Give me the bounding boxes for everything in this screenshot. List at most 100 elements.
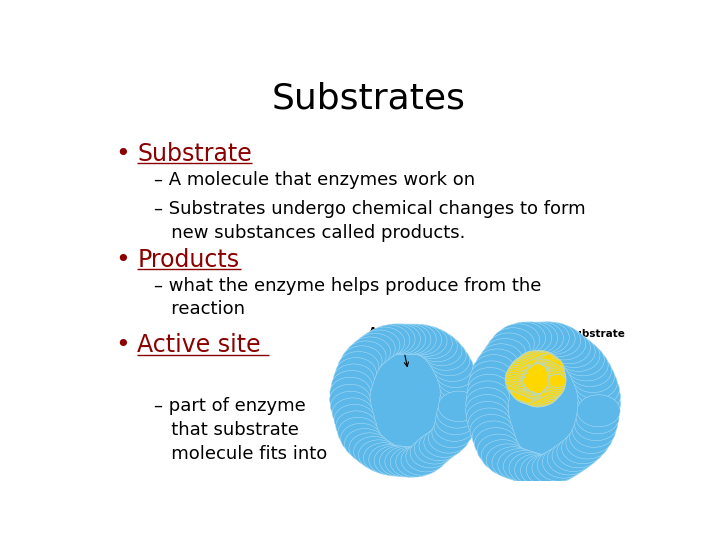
Circle shape	[469, 368, 511, 400]
Circle shape	[566, 427, 609, 459]
Circle shape	[467, 401, 509, 434]
Circle shape	[526, 454, 570, 486]
Circle shape	[544, 357, 562, 370]
Circle shape	[503, 322, 546, 354]
Circle shape	[508, 363, 526, 377]
Circle shape	[534, 351, 552, 364]
Circle shape	[523, 351, 541, 364]
Text: •: •	[115, 333, 130, 357]
Circle shape	[385, 324, 426, 354]
Circle shape	[548, 332, 590, 364]
Circle shape	[354, 333, 395, 364]
Circle shape	[359, 330, 400, 360]
Circle shape	[540, 354, 558, 368]
Circle shape	[510, 367, 526, 379]
Polygon shape	[350, 339, 461, 462]
Circle shape	[505, 370, 523, 383]
Circle shape	[543, 387, 561, 400]
Circle shape	[369, 444, 410, 475]
Polygon shape	[514, 357, 557, 401]
Circle shape	[346, 341, 386, 372]
Circle shape	[510, 367, 526, 379]
Circle shape	[438, 391, 479, 422]
Circle shape	[526, 351, 543, 364]
Circle shape	[438, 363, 478, 394]
Circle shape	[379, 324, 420, 354]
Circle shape	[549, 372, 566, 386]
Circle shape	[530, 350, 547, 364]
Circle shape	[509, 322, 552, 354]
Circle shape	[406, 326, 447, 356]
Circle shape	[369, 325, 410, 355]
Circle shape	[354, 436, 395, 467]
Polygon shape	[487, 338, 599, 470]
Circle shape	[510, 367, 526, 379]
Circle shape	[510, 367, 526, 379]
Circle shape	[572, 415, 616, 447]
Circle shape	[476, 349, 519, 381]
Circle shape	[544, 384, 562, 398]
Circle shape	[510, 367, 526, 379]
Circle shape	[492, 328, 534, 360]
Circle shape	[521, 455, 564, 487]
Circle shape	[401, 445, 442, 475]
Circle shape	[401, 325, 441, 355]
Circle shape	[510, 367, 526, 379]
Circle shape	[412, 328, 452, 359]
Circle shape	[506, 368, 524, 381]
Circle shape	[510, 367, 526, 379]
Circle shape	[515, 322, 558, 354]
Circle shape	[416, 332, 457, 362]
Circle shape	[548, 370, 566, 383]
Circle shape	[410, 437, 451, 468]
Circle shape	[532, 322, 575, 354]
Circle shape	[467, 374, 510, 406]
Circle shape	[374, 324, 415, 354]
Circle shape	[537, 449, 580, 481]
Circle shape	[511, 360, 528, 373]
Circle shape	[510, 367, 526, 379]
Circle shape	[510, 367, 526, 379]
Circle shape	[498, 449, 541, 481]
Circle shape	[374, 446, 415, 476]
Circle shape	[513, 358, 530, 372]
Text: Substrates: Substrates	[272, 82, 466, 116]
Circle shape	[510, 367, 526, 379]
Circle shape	[539, 353, 556, 366]
Circle shape	[510, 367, 526, 379]
Circle shape	[575, 409, 618, 441]
Circle shape	[486, 444, 529, 476]
Text: •: •	[115, 141, 130, 166]
Circle shape	[341, 346, 382, 376]
Circle shape	[534, 393, 552, 406]
Circle shape	[510, 367, 526, 379]
Circle shape	[432, 417, 472, 448]
Circle shape	[510, 367, 526, 379]
Circle shape	[359, 440, 400, 470]
Circle shape	[505, 375, 523, 388]
Circle shape	[434, 411, 475, 441]
Circle shape	[330, 384, 370, 415]
Circle shape	[510, 367, 526, 379]
Circle shape	[519, 353, 537, 366]
Circle shape	[510, 367, 526, 379]
Circle shape	[575, 367, 617, 399]
Circle shape	[503, 450, 546, 483]
Circle shape	[576, 402, 619, 434]
Circle shape	[330, 377, 371, 408]
Circle shape	[483, 339, 526, 370]
Circle shape	[510, 367, 526, 379]
Circle shape	[510, 385, 528, 398]
Circle shape	[562, 431, 605, 464]
Circle shape	[510, 367, 526, 379]
Circle shape	[513, 388, 531, 401]
Circle shape	[538, 325, 580, 356]
Text: – part of enzyme
   that substrate
   molecule fits into: – part of enzyme that substrate molecule…	[154, 397, 328, 463]
Circle shape	[395, 324, 436, 354]
Text: •: •	[115, 248, 130, 272]
Circle shape	[516, 356, 534, 369]
Circle shape	[516, 389, 533, 403]
Circle shape	[519, 391, 537, 404]
Circle shape	[521, 392, 539, 405]
Circle shape	[518, 354, 535, 368]
